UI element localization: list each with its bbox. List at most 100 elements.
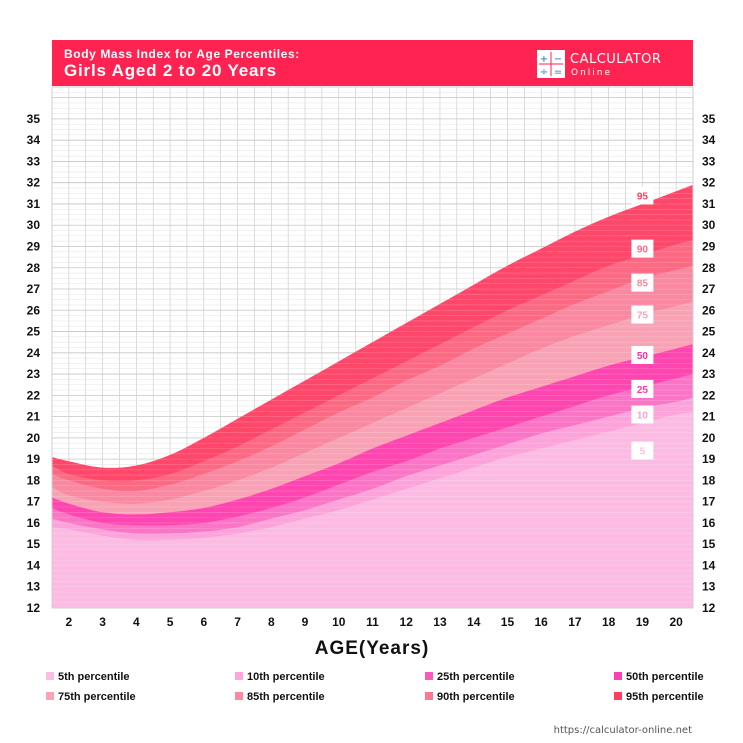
band-5th-percentile [52,412,693,608]
y-tick-label: 24 [702,346,716,360]
header-banner: Body Mass Index for Age Percentiles: Gir… [52,40,693,86]
y-tick-label: 15 [27,537,41,551]
legend-label: 85th percentile [247,691,325,703]
plot-area [51,86,694,609]
legend-item: 50th percentile [614,671,704,683]
x-tick-label: 2 [66,615,73,629]
legend-label: 75th percentile [58,691,136,703]
y-tick-label: 33 [27,154,41,168]
legend-swatch [235,672,243,680]
y-tick-label: 13 [702,580,716,594]
x-tick-label: 13 [433,615,447,629]
tag-background [631,379,654,398]
y-tick-label: 28 [702,261,716,275]
x-axis-label: AGE(Years) [315,638,430,659]
legend-label: 5th percentile [58,671,130,683]
percentile-tags: 95 90 85 75 50 25 10 5 [631,186,654,460]
tag-background [631,305,654,324]
y-tick-label: 25 [702,325,716,339]
x-tick-label: 3 [99,615,106,629]
y-tick-label: 12 [27,601,41,615]
y-tick-label: 16 [27,516,41,530]
y-tick-label: 27 [702,282,716,296]
y-tick-label: 20 [27,431,41,445]
tag-label: 75 [637,311,649,322]
calculator-glyph: = [554,67,562,78]
y-tick-label: 28 [27,261,41,275]
calculator-glyph: − [554,54,562,65]
y-tick-label: 25 [27,325,41,339]
legend-swatch [46,692,54,700]
y-tick-label: 18 [702,473,716,487]
legend: 5th percentile 10th percentile 25th percen… [46,671,704,703]
y-tick-label: 34 [702,133,716,147]
y-tick-label: 35 [702,112,716,126]
legend-label: 25th percentile [437,671,515,683]
y-tick-label: 31 [27,197,41,211]
y-tick-label: 21 [702,410,716,424]
tag-background [631,239,654,258]
y-tick-label: 33 [702,154,716,168]
tag-background [631,345,654,364]
x-tick-label: 15 [501,615,515,629]
percentile-tag: 25 [631,379,654,398]
x-tick-label: 7 [234,615,241,629]
legend-item: 5th percentile [46,671,130,683]
tag-label: 95 [637,191,649,202]
legend-item: 10th percentile [235,671,325,683]
legend-swatch [614,672,622,680]
y-tick-label: 14 [702,558,716,572]
y-tick-label: 14 [27,558,41,572]
y-tick-label: 32 [27,176,41,190]
y-axis-left: 12 13 14 15 16 17 18 19 20 21 22 23 24 25 26 27 28 29 30 31… [27,112,41,615]
x-tick-label: 20 [669,615,683,629]
footer-url[interactable]: https://calculator-online.net [554,725,692,736]
y-tick-label: 29 [27,239,41,253]
y-tick-label: 17 [702,495,716,509]
tag-background [631,273,654,292]
x-tick-label: 9 [302,615,309,629]
y-tick-label: 15 [702,537,716,551]
tag-label: 50 [637,351,649,362]
percentile-tag: 90 [631,239,654,258]
y-tick-label: 22 [27,388,41,402]
y-tick-label: 27 [27,282,41,296]
brand-logo[interactable]: + − ÷ = CALCULATOR Online [537,50,661,78]
legend-swatch [425,692,433,700]
y-tick-label: 19 [702,452,716,466]
x-tick-label: 12 [400,615,414,629]
y-tick-label: 12 [702,601,716,615]
legend-item: 85th percentile [235,691,325,703]
brand-name: CALCULATOR [570,52,661,67]
percentile-tag: 5 [631,441,654,460]
legend-label: 10th percentile [247,671,325,683]
x-axis: 2 3 4 5 6 7 8 9 10 11 12 13 14 15 16 17 18 19 20 [66,615,684,629]
tag-label: 85 [637,279,649,290]
calculator-glyph: ÷ [540,67,548,78]
x-tick-label: 5 [167,615,174,629]
legend-item: 90th percentile [425,691,515,703]
y-tick-label: 26 [27,303,41,317]
percentile-tag: 95 [631,186,654,205]
percentile-tag: 75 [631,305,654,324]
y-tick-label: 17 [27,495,41,509]
x-tick-label: 17 [568,615,582,629]
y-tick-label: 21 [27,410,41,424]
tag-background [631,441,654,460]
y-tick-label: 30 [27,218,41,232]
y-tick-label: 22 [702,388,716,402]
y-tick-label: 29 [702,239,716,253]
x-tick-label: 11 [366,615,379,629]
y-tick-label: 34 [27,133,41,147]
percentile-bands [52,184,693,608]
percentile-tag: 50 [631,345,654,364]
y-tick-label: 13 [27,580,41,594]
y-tick-label: 26 [702,303,716,317]
x-tick-label: 6 [200,615,207,629]
x-tick-label: 18 [602,615,616,629]
legend-swatch [235,692,243,700]
tag-label: 25 [637,385,649,396]
y-tick-label: 20 [702,431,716,445]
y-tick-label: 16 [702,516,716,530]
